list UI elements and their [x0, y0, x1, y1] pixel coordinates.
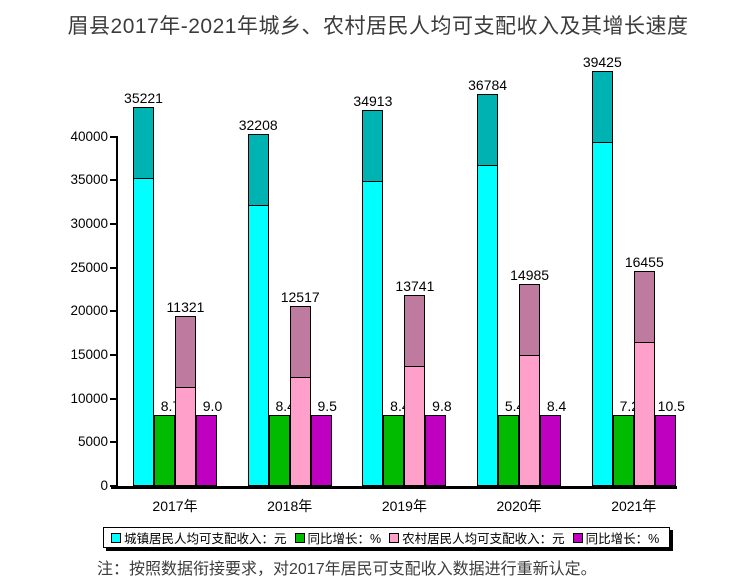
bar-urban-income	[133, 178, 154, 486]
legend-item-urban-growth: 同比增长：%	[294, 528, 382, 547]
legend: 城镇居民人均可支配收入：元 同比增长：% 农村居民人均可支配收入：元 同比增长：%	[103, 527, 670, 548]
data-label-rural-growth: 9.5	[317, 398, 337, 414]
legend-swatch-icon-urban-growth	[294, 532, 305, 543]
legend-item-urban-income: 城镇居民人均可支配收入：元	[111, 528, 287, 547]
bar-rural-income	[519, 355, 541, 486]
bar-cap-rural-income	[175, 316, 196, 388]
legend-label-rural-income: 农村居民人均可支配收入：元	[402, 532, 565, 546]
bar-cap-rural-income	[289, 306, 311, 378]
y-axis-tick	[110, 354, 117, 356]
x-axis-category-label: 2017年	[152, 498, 198, 514]
y-axis-tick-label: 40000	[70, 128, 108, 144]
y-axis-tick	[110, 135, 117, 138]
data-label-rural-income: 13741	[395, 278, 435, 294]
bar-cap-urban-income	[362, 110, 384, 182]
bar-urban-income	[362, 181, 384, 486]
legend-swatch-icon-urban-income	[111, 532, 121, 543]
y-axis-tick-label: 5000	[77, 434, 108, 450]
data-label-urban-income: 35221	[124, 90, 163, 106]
bar-rural-growth	[310, 415, 332, 486]
bar-rural-income	[404, 366, 426, 486]
data-label-urban-income: 34913	[353, 93, 393, 109]
bar-rural-income	[175, 387, 196, 486]
bar-urban-growth	[612, 415, 634, 486]
data-label-rural-growth: 9.8	[432, 398, 452, 414]
bar-rural-growth	[425, 415, 447, 486]
y-axis-tick	[110, 179, 117, 182]
bar-urban-growth	[383, 415, 405, 486]
y-axis-line	[116, 136, 118, 486]
bar-cap-urban-income	[133, 107, 154, 179]
bar-urban-growth	[154, 415, 175, 486]
data-label-rural-income: 14985	[510, 267, 550, 283]
y-axis-tick	[110, 485, 117, 487]
bar-urban-income	[477, 165, 499, 486]
bar-rural-income	[633, 342, 655, 486]
data-label-rural-growth: 8.4	[546, 398, 567, 414]
bar-urban-growth	[268, 415, 290, 486]
y-axis-tick	[110, 266, 117, 269]
y-axis-tick	[110, 397, 117, 400]
bar-rural-income	[289, 377, 311, 486]
y-axis-tick-label: 0	[100, 478, 108, 493]
data-label-rural-growth: 10.5	[657, 398, 685, 414]
y-axis-tick-label: 25000	[70, 259, 108, 275]
data-label-rural-income: 11321	[166, 299, 205, 315]
legend-label-rural-growth: 同比增长：%	[585, 532, 660, 546]
data-label-rural-income: 16455	[624, 254, 664, 270]
bar-cap-rural-income	[519, 284, 541, 356]
x-axis-category-label: 2020年	[496, 498, 542, 514]
bar-cap-urban-income	[477, 94, 499, 166]
x-axis-baseline	[111, 486, 677, 489]
legend-item-rural-growth: 同比增长：%	[572, 528, 660, 547]
bar-cap-rural-income	[404, 295, 426, 367]
bar-rural-growth	[654, 415, 676, 486]
bar-urban-growth	[498, 415, 520, 486]
data-label-urban-income: 39425	[582, 54, 622, 70]
bar-cap-rural-income	[633, 271, 655, 343]
y-axis-tick-label: 30000	[70, 216, 108, 231]
legend-label-urban-growth: 同比增长：%	[307, 532, 382, 546]
y-axis-tick-label: 15000	[70, 347, 108, 362]
bar-cap-urban-income	[247, 134, 269, 206]
legend-swatch-icon-rural-income	[389, 532, 400, 543]
y-axis-tick-label: 35000	[70, 172, 108, 188]
x-axis-category-label: 2018年	[267, 498, 313, 514]
data-label-urban-income: 32208	[238, 117, 278, 133]
data-label-rural-growth: 9.0	[202, 398, 223, 414]
bar-urban-income	[591, 142, 613, 486]
bar-rural-growth	[540, 415, 562, 486]
bar-cap-urban-income	[591, 71, 613, 143]
x-axis-category-label: 2021年	[611, 498, 657, 514]
y-axis-tick	[110, 441, 117, 444]
legend-label-urban-income: 城镇居民人均可支配收入：元	[124, 532, 287, 546]
legend-item-rural-income: 农村居民人均可支配收入：元	[389, 528, 565, 547]
y-axis-tick-label: 20000	[70, 303, 108, 319]
bar-rural-growth	[196, 415, 217, 486]
y-axis-tick-label: 10000	[70, 390, 108, 406]
bar-urban-income	[247, 205, 269, 486]
data-label-urban-income: 36784	[468, 77, 508, 93]
footnote: 注：按照数据衔接要求，对2017年居民可支配收入数据进行重新认定。	[97, 561, 597, 578]
x-axis-category-label: 2019年	[381, 498, 427, 514]
y-axis-tick	[110, 310, 117, 313]
y-axis-tick	[110, 223, 117, 225]
data-label-rural-income: 12517	[280, 289, 320, 305]
legend-swatch-icon-rural-growth	[572, 532, 583, 543]
chart-title: 眉县2017年-2021年城乡、农村居民人均可支配收入及其增长速度	[67, 15, 689, 38]
